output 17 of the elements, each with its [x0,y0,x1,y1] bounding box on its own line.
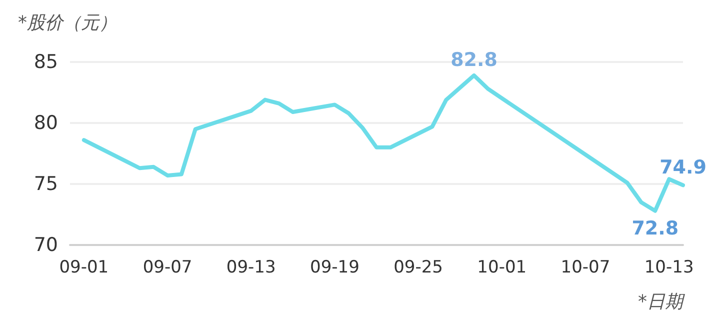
x-tick-label: 10-01 [477,258,527,278]
x-axis-title: *日期 [638,292,685,312]
y-axis-title: *股价（元） [18,12,117,34]
x-tick-label: 09-19 [310,258,360,278]
data-label: 74.9 [660,156,706,179]
y-tick-label: 75 [34,173,58,195]
y-tick-label: 70 [34,234,58,256]
x-tick-label: 09-07 [142,258,192,278]
x-tick-label: 09-01 [59,258,109,278]
x-tick-label: 09-25 [394,258,443,278]
x-tick-label: 10-13 [644,258,694,278]
y-tick-label: 85 [34,51,58,73]
x-tick-label: 10-07 [560,258,610,278]
data-label: 72.8 [632,217,679,240]
x-tick-label: 09-13 [226,258,276,278]
y-tick-label: 80 [34,112,58,134]
annotation: 82.8 [450,48,498,71]
